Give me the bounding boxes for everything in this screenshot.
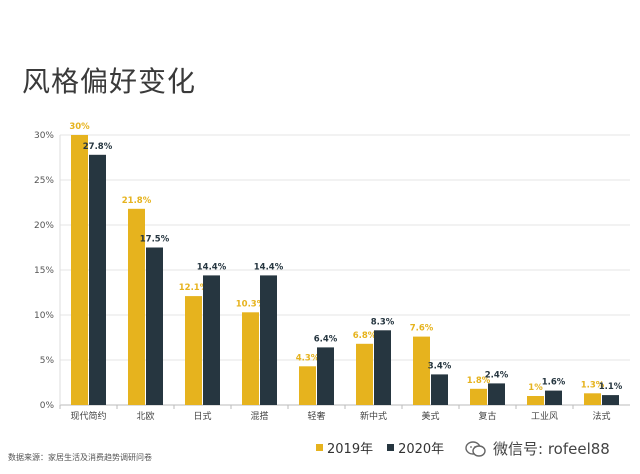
data-label: 21.8% (122, 196, 152, 206)
bar-2020 (260, 275, 277, 405)
data-label: 14.4% (254, 262, 284, 272)
bar-2020 (488, 383, 505, 405)
data-label: 30% (69, 122, 90, 132)
x-tick-label: 日式 (193, 410, 211, 422)
y-tick-label: 15% (34, 266, 54, 276)
bar-2019 (584, 393, 601, 405)
bar-2020 (431, 374, 448, 405)
data-label: 17.5% (140, 235, 170, 245)
data-label: 7.6% (410, 324, 434, 334)
x-tick-label: 新中式 (360, 410, 387, 422)
data-label: 10.3% (236, 299, 266, 309)
y-tick-label: 10% (34, 311, 54, 321)
legend-label-2020: 2020年 (398, 442, 445, 457)
data-label: 1.3% (581, 380, 605, 390)
x-tick-label: 北欧 (136, 410, 154, 422)
data-label: 6.4% (314, 334, 338, 344)
x-tick-label: 现代简约 (70, 410, 106, 422)
legend-item-2020: 2020年 (387, 438, 444, 457)
bar-2019 (470, 388, 487, 405)
watermark-text: 微信号: rofeel88 (493, 440, 610, 458)
data-label: 3.4% (428, 361, 452, 371)
y-tick-label: 0% (40, 401, 55, 411)
bar-2020 (146, 247, 163, 405)
y-tick-label: 30% (34, 131, 54, 141)
data-label: 1.6% (542, 378, 566, 388)
source-note: 数据来源：家居生活及消费趋势调研问卷 (8, 453, 152, 462)
x-tick-label: 混搭 (250, 410, 268, 422)
bar-2019 (356, 343, 373, 405)
y-tick-label: 20% (34, 221, 54, 231)
bar-2019 (413, 336, 430, 405)
data-label: 12.1% (179, 283, 209, 293)
wechat-icon (465, 440, 486, 457)
bar-2020 (545, 390, 562, 405)
legend-swatch-2019 (316, 444, 323, 451)
data-label: 1% (528, 383, 543, 393)
x-tick-label: 法式 (592, 410, 610, 422)
chart-title: 风格偏好变化 (22, 65, 197, 98)
bar-2020 (374, 330, 391, 405)
legend-item-2019: 2019年 (316, 438, 373, 457)
data-label: 2.4% (485, 370, 509, 380)
x-tick-label: 工业风 (531, 411, 558, 422)
data-label: 8.3% (371, 317, 395, 327)
bar-2020 (89, 154, 106, 405)
bar-2020 (602, 395, 619, 405)
legend-swatch-2020 (387, 444, 395, 451)
bar-2019 (128, 208, 145, 405)
bar-2020 (203, 275, 220, 405)
bar-2019 (527, 396, 544, 405)
data-label: 6.8% (353, 331, 377, 341)
bar-2020 (317, 347, 334, 405)
bar-2019 (71, 135, 88, 405)
data-label: 27.8% (83, 142, 113, 152)
wechat-watermark: 微信号: rofeel88 (465, 438, 610, 459)
data-label: 1.8% (467, 376, 491, 386)
legend-label-2019: 2019年 (327, 442, 374, 457)
data-label: 14.4% (197, 262, 227, 272)
data-label: 4.3% (296, 353, 320, 363)
x-tick-label: 复古 (478, 410, 496, 422)
y-tick-label: 5% (40, 356, 55, 366)
bar-2019 (299, 366, 316, 405)
chart-legend: 2019年 2020年 (316, 438, 444, 457)
data-label: 1.1% (599, 382, 623, 392)
bar-2019 (185, 296, 202, 405)
bar-2019 (242, 312, 259, 405)
x-tick-label: 轻奢 (307, 410, 325, 422)
x-tick-label: 美式 (421, 410, 439, 422)
y-tick-label: 25% (34, 176, 54, 186)
